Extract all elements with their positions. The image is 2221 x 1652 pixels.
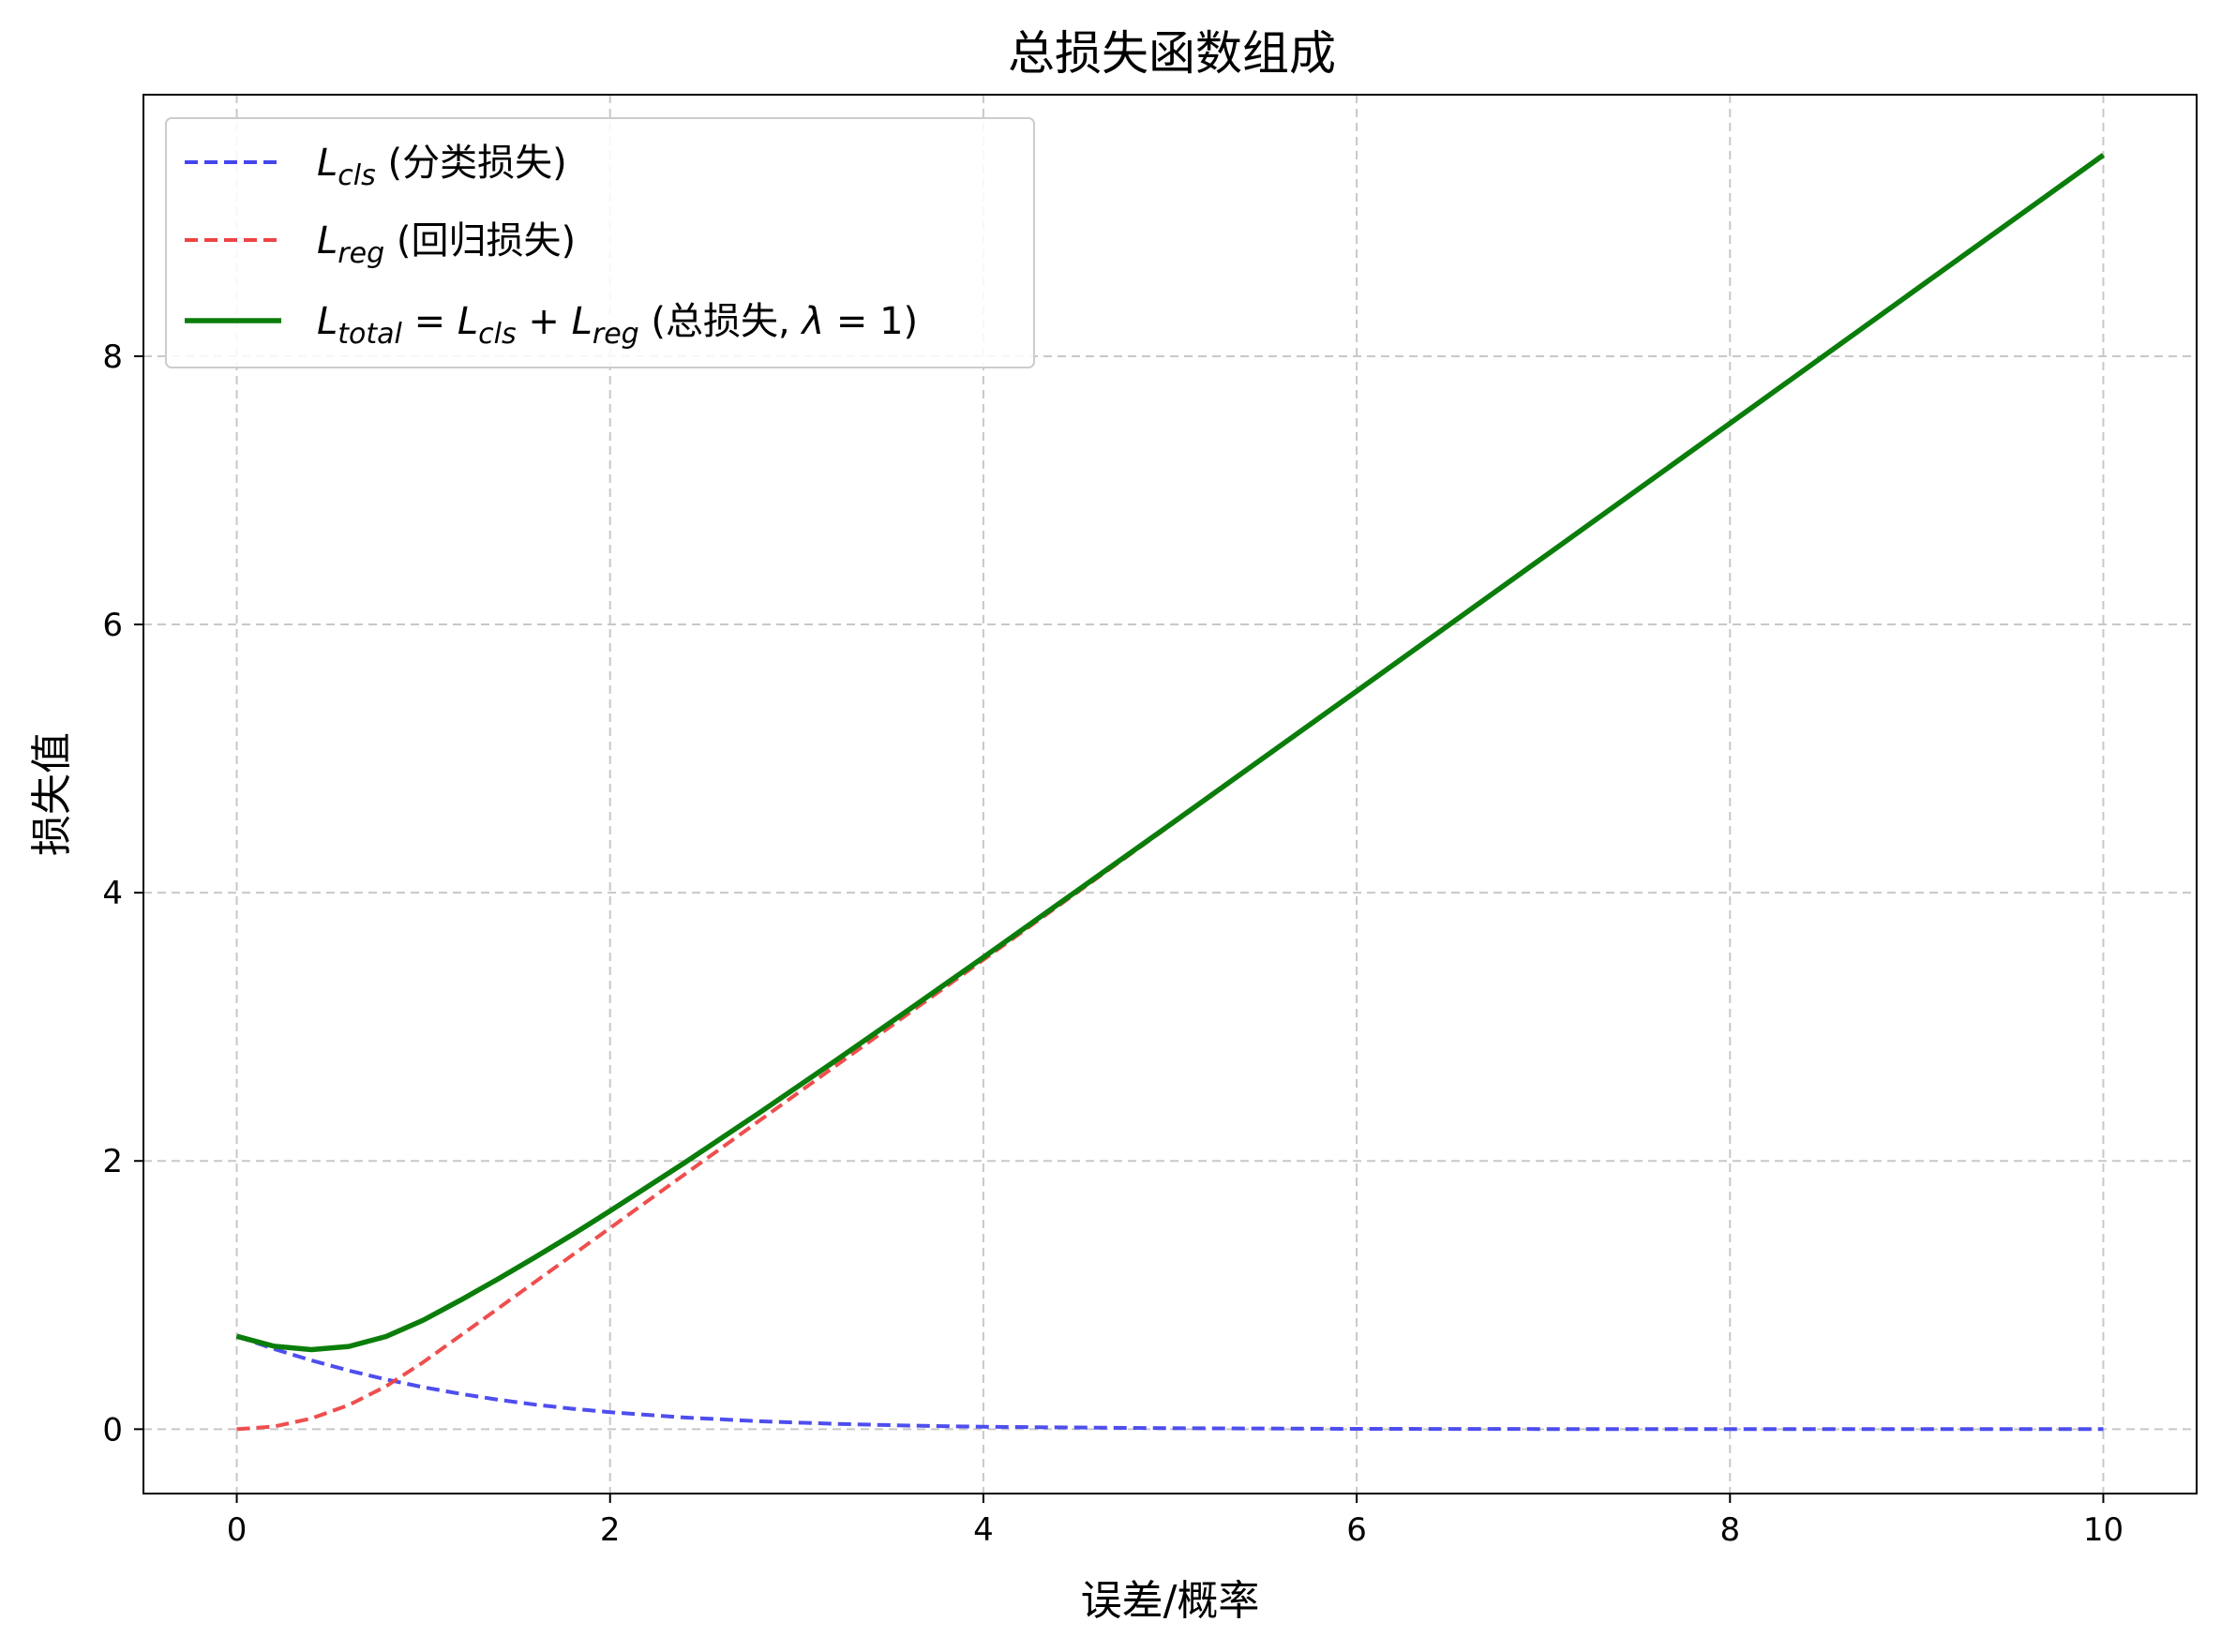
chart-title: 总损失函数组成 <box>1008 26 1336 81</box>
x-tick-label: 4 <box>973 1511 994 1549</box>
x-tick-label: 8 <box>1719 1511 1740 1549</box>
x-axis-title: 误差/概率 <box>1081 1577 1260 1625</box>
y-axis-title: 损失值 <box>28 732 76 856</box>
x-tick-label: 6 <box>1346 1511 1367 1549</box>
plot-frame <box>143 94 2198 1494</box>
y-tick-label: 6 <box>102 607 123 644</box>
y-tick-label: 2 <box>102 1143 123 1180</box>
x-tick-label: 2 <box>600 1511 621 1549</box>
y-tick-label: 8 <box>102 338 123 376</box>
x-tick-label: 10 <box>2083 1511 2123 1549</box>
legend-box <box>165 117 1035 368</box>
legend-label-2: Lreg (回归损失) <box>317 219 576 270</box>
ticks: 0 2 4 6 8 10 0 2 4 6 8 <box>102 338 2123 1549</box>
legend-label-3: Ltotal = Lcls + Lreg (总损失, λ = 1) <box>317 300 918 351</box>
x-tick-label: 0 <box>227 1511 248 1549</box>
series-layer <box>235 153 2106 1432</box>
series-line-3 <box>235 153 2106 1353</box>
legend-label-1: Lcls (分类损失) <box>317 142 567 192</box>
y-tick-label: 0 <box>102 1411 123 1449</box>
legend: Lcls (分类损失) Lreg (回归损失) Ltotal = Lcls + Lr… <box>165 117 1035 368</box>
y-tick-label: 4 <box>102 875 123 912</box>
series-line-1 <box>235 1334 2104 1432</box>
